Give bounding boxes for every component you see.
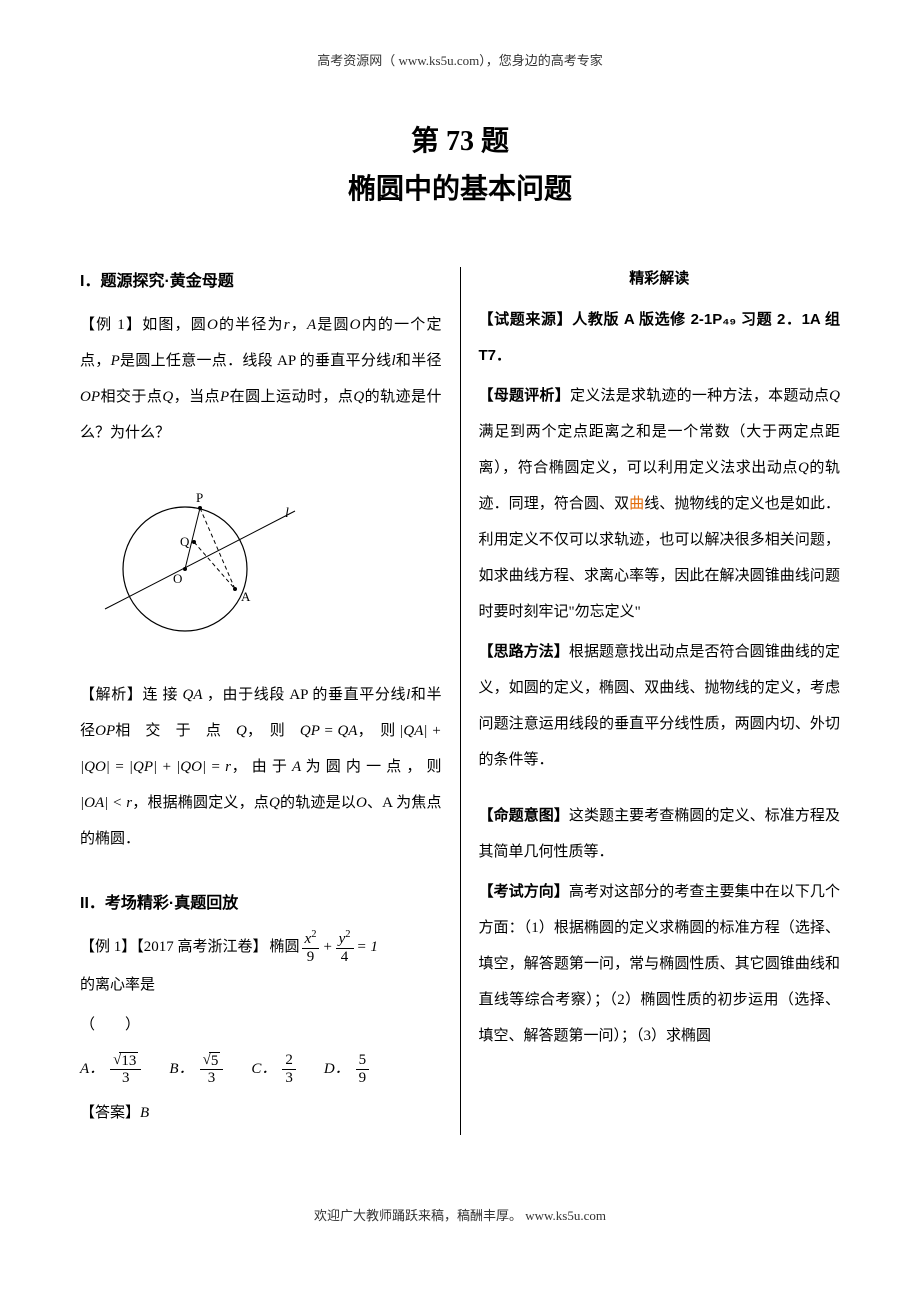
t: 是圆上任意一点．线段 AP 的垂直平分线 xyxy=(120,353,392,369)
two-column-layout: I．题源探究·黄金母题 【例 1】如图，圆O的半径为r，A是圆O内的一个定点，P… xyxy=(80,267,840,1135)
math-QA: QA xyxy=(183,687,203,703)
analysis-para: 【解析】连 接 QA ，由于线段 AP 的垂直平分线l和半径OP相 交 于 点 … xyxy=(80,677,442,857)
svg-text:A: A xyxy=(241,589,251,604)
math-Q: Q xyxy=(798,460,809,476)
ex2-label: 【例 1】【2017 高考浙江卷】 xyxy=(80,929,268,965)
section2-heading: II．考场精彩·真题回放 xyxy=(80,889,442,913)
t: ， 则 xyxy=(247,723,300,739)
math-A: A xyxy=(292,759,301,775)
t: ，当点 xyxy=(173,389,220,405)
math-Q: Q xyxy=(162,389,173,405)
page-footer: 欢迎广大教师踊跃来稿，稿酬丰厚。 www.ks5u.com xyxy=(80,1205,840,1224)
title-block: 第 73 题 椭圆中的基本问题 xyxy=(80,119,840,207)
source-para: 【试题来源】人教版 A 版选修 2-1P₄₉ 习题 2．1A 组 T7． xyxy=(479,302,841,374)
intent-label: 【命题意图】 xyxy=(479,807,569,824)
t: ， 由 于 xyxy=(231,759,292,775)
page-header: 高考资源网（ www.ks5u.com），您身边的高考专家 xyxy=(80,50,840,69)
opt-label: A． xyxy=(80,1051,104,1087)
t: 如图，圆 xyxy=(142,317,207,333)
opt-label: D． xyxy=(324,1051,350,1087)
page-root: 高考资源网（ www.ks5u.com），您身边的高考专家 第 73 题 椭圆中… xyxy=(0,0,920,1254)
t: 的轨迹是以 xyxy=(280,795,356,811)
math-P: P xyxy=(220,389,229,405)
math-OP: OP xyxy=(80,389,100,405)
math-Q: Q xyxy=(829,388,840,404)
math-P: P xyxy=(111,353,120,369)
math-Q: Q xyxy=(236,723,247,739)
direction-label: 【考试方向】 xyxy=(479,883,569,900)
math-A: A xyxy=(307,317,316,333)
math-eq1: QP = QA xyxy=(300,723,358,739)
section1-heading: I．题源探究·黄金母题 xyxy=(80,267,442,291)
left-column: I．题源探究·黄金母题 【例 1】如图，圆O的半径为r，A是圆O内的一个定点，P… xyxy=(80,267,461,1135)
math-Q: Q xyxy=(269,795,280,811)
example2-problem: 【例 1】【2017 高考浙江卷】椭圆 x29 + y24 = 1 的离心率是 xyxy=(80,929,442,1003)
option-A: A． √133 xyxy=(80,1051,141,1087)
intent-para: 【命题意图】这类题主要考查椭圆的定义、标准方程及其简单几何性质等． xyxy=(479,798,841,870)
geometry-diagram: l O A P Q xyxy=(90,469,442,659)
t: 椭圆 xyxy=(270,929,300,965)
mother-label: 【母题评析】 xyxy=(479,387,570,404)
svg-text:O: O xyxy=(173,571,182,586)
t: 相交于点 xyxy=(100,389,162,405)
t: 连 接 xyxy=(143,687,179,703)
method-text: 根据题意找出动点是否符合圆锥曲线的定义，如圆的定义，椭圆、双曲线、抛物线的定义，… xyxy=(479,644,841,768)
opt-label: C． xyxy=(251,1051,276,1087)
example1-problem: 【例 1】如图，圆O的半径为r，A是圆O内的一个定点，P是圆上任意一点．线段 A… xyxy=(80,307,442,451)
source-label: 【试题来源】 xyxy=(479,311,573,328)
t: 在圆上运动时，点 xyxy=(229,389,353,405)
accent-char: 曲 xyxy=(629,496,644,512)
option-B: B． √53 xyxy=(169,1051,223,1087)
t: 线、抛物线的定义也是如此．利用定义不仅可以求轨迹，也可以解决很多相关问题，如求曲… xyxy=(479,496,841,620)
t: ， 则 xyxy=(357,723,395,739)
svg-text:P: P xyxy=(196,490,203,505)
right-heading: 精彩解读 xyxy=(479,267,841,288)
t: 定义法是求轨迹的一种方法，本题动点 xyxy=(570,388,829,404)
option-D: D． 59 xyxy=(324,1051,369,1087)
t: 是圆 xyxy=(316,317,350,333)
method-para: 【思路方法】根据题意找出动点是否符合圆锥曲线的定义，如圆的定义，椭圆、双曲线、抛… xyxy=(479,634,841,778)
direction-para: 【考试方向】高考对这部分的考查主要集中在以下几个方面：（1）根据椭圆的定义求椭圆… xyxy=(479,874,841,1054)
svg-text:Q: Q xyxy=(180,534,190,549)
ellipse-equation: x29 + y24 = 1 xyxy=(302,929,378,965)
t: 和半径 xyxy=(396,353,442,369)
math-O: O xyxy=(350,317,361,333)
title-main: 椭圆中的基本问题 xyxy=(80,167,840,207)
t: 满足到两个定点距离之和是一个常数（大于两定点距离），符合椭圆定义，可以利用定义法… xyxy=(479,424,841,476)
t: 的离心率是 xyxy=(80,967,155,1003)
options-row: A． √133 B． √53 C． 23 D． 59 xyxy=(80,1051,442,1087)
direction-text: 高考对这部分的考查主要集中在以下几个方面：（1）根据椭圆的定义求椭圆的标准方程（… xyxy=(479,884,841,1044)
title-number: 第 73 题 xyxy=(80,119,840,159)
t: 为 圆 内 一 点 ， 则 xyxy=(301,759,441,775)
t: ，由于线段 AP 的垂直平分线 xyxy=(207,687,406,703)
diagram-svg: l O A P Q xyxy=(90,469,300,654)
t: ，根据椭圆定义，点 xyxy=(132,795,269,811)
math-Q: Q xyxy=(353,389,364,405)
t: ， xyxy=(290,317,307,333)
method-label: 【思路方法】 xyxy=(479,643,569,660)
math-O: O xyxy=(356,795,367,811)
analysis-label: 【解析】 xyxy=(80,687,143,703)
mother-para: 【母题评析】定义法是求轨迹的一种方法，本题动点Q满足到两个定点距离之和是一个常数… xyxy=(479,378,841,630)
math-OP: OP xyxy=(95,723,115,739)
opt-label: B． xyxy=(169,1051,193,1087)
math-O: O xyxy=(207,317,218,333)
answer-label: 【答案】 xyxy=(80,1105,140,1121)
ex1-label: 【例 1】 xyxy=(80,317,142,333)
answer-value: B xyxy=(140,1105,149,1121)
svg-text:l: l xyxy=(285,506,289,521)
t: 的半径为 xyxy=(218,317,284,333)
math-eq3: |OA| < r xyxy=(80,795,132,811)
option-C: C． 23 xyxy=(251,1051,296,1087)
paren: （ ） xyxy=(80,1007,442,1043)
t: 相 交 于 点 xyxy=(115,723,236,739)
right-column: 精彩解读 【试题来源】人教版 A 版选修 2-1P₄₉ 习题 2．1A 组 T7… xyxy=(461,267,841,1135)
answer-line: 【答案】B xyxy=(80,1095,442,1131)
